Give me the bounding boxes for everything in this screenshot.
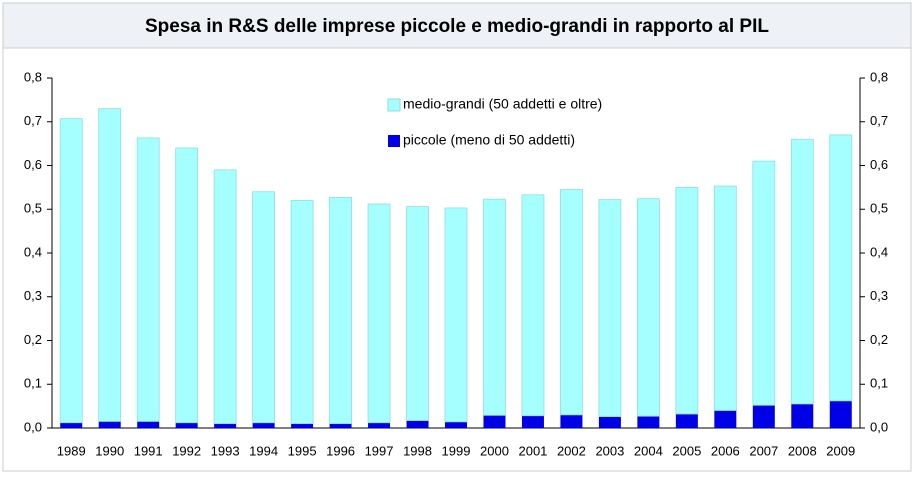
y2-tick-label: 0,5 <box>870 201 888 216</box>
x-tick-label: 1990 <box>95 443 124 458</box>
legend-label: medio-grandi (50 addetti e oltre) <box>403 96 602 112</box>
bar <box>252 191 276 424</box>
bar <box>598 199 622 418</box>
y2-tick-label: 0,3 <box>870 288 888 303</box>
x-tick-label: 2009 <box>826 443 855 458</box>
legend-label: piccole (meno di 50 addetti) <box>403 132 575 148</box>
bar <box>406 420 429 428</box>
x-tick-label: 1993 <box>211 443 240 458</box>
bar <box>791 403 814 428</box>
y2-tick-label: 0,4 <box>870 244 888 259</box>
x-tick-label: 2006 <box>711 443 740 458</box>
x-tick-label: 2001 <box>518 443 547 458</box>
y2-tick-label: 0,1 <box>870 376 888 391</box>
x-tick-label: 2008 <box>788 443 817 458</box>
x-tick-label: 1989 <box>57 443 86 458</box>
bar <box>59 118 83 424</box>
bar <box>483 198 506 416</box>
x-tick-label: 1996 <box>326 443 355 458</box>
title-band <box>2 2 912 49</box>
y-tick-label: 0,7 <box>24 113 42 128</box>
y-tick-label: 0,8 <box>24 69 42 84</box>
bar <box>60 422 83 428</box>
bar <box>598 416 621 428</box>
bar <box>829 400 852 428</box>
bar <box>445 421 467 428</box>
x-tick-label: 1991 <box>134 443 163 458</box>
bar <box>713 185 737 411</box>
y2-tick-label: 0,7 <box>870 113 888 128</box>
x-tick-label: 1998 <box>403 443 432 458</box>
y2-tick-label: 0,6 <box>870 157 888 172</box>
bar <box>329 197 352 425</box>
x-tick-label: 1992 <box>172 443 201 458</box>
y-tick-label: 0,1 <box>24 376 42 391</box>
bar <box>714 410 737 428</box>
y2-tick-label: 0,0 <box>870 419 888 434</box>
bar <box>291 423 314 428</box>
legend-swatch <box>388 135 400 147</box>
bar <box>521 194 545 417</box>
y-tick-label: 0,6 <box>24 157 42 172</box>
x-tick-label: 2004 <box>634 443 663 458</box>
bar <box>752 405 775 428</box>
y-tick-label: 0,2 <box>24 332 42 347</box>
bar <box>367 203 391 424</box>
x-tick-label: 2000 <box>480 443 509 458</box>
bar <box>368 422 391 428</box>
bar <box>213 169 237 425</box>
chart-title: Spesa in R&S delle imprese piccole e med… <box>145 16 769 37</box>
bar <box>560 189 583 416</box>
bar <box>752 160 776 406</box>
y-tick-label: 0,5 <box>24 201 42 216</box>
bar <box>290 200 314 425</box>
bar <box>675 186 699 415</box>
y2-tick-label: 0,8 <box>870 69 888 84</box>
x-tick-label: 2003 <box>595 443 624 458</box>
bar <box>483 415 506 428</box>
bar <box>175 422 198 428</box>
x-tick-label: 1995 <box>288 443 317 458</box>
bar <box>675 414 698 428</box>
bar <box>175 147 199 424</box>
bar <box>252 422 275 428</box>
bar <box>829 134 853 402</box>
bar <box>214 423 237 428</box>
y-tick-label: 0,4 <box>24 244 42 259</box>
x-tick-label: 1994 <box>249 443 278 458</box>
bar <box>136 137 160 422</box>
x-tick-label: 1997 <box>365 443 394 458</box>
x-tick-label: 2005 <box>672 443 701 458</box>
bar <box>560 414 583 428</box>
bar <box>637 416 660 428</box>
legend-swatch <box>387 98 401 112</box>
y-tick-label: 0,3 <box>24 288 42 303</box>
bar <box>790 138 814 405</box>
y-tick-label: 0,0 <box>24 419 42 434</box>
x-tick-label: 1999 <box>442 443 471 458</box>
bar <box>137 421 160 428</box>
x-tick-label: 2007 <box>749 443 778 458</box>
bar <box>636 198 660 417</box>
bar <box>98 108 122 422</box>
bar <box>521 415 544 428</box>
bar <box>98 421 121 428</box>
x-tick-label: 2002 <box>557 443 586 458</box>
bar <box>406 206 429 421</box>
y2-tick-label: 0,2 <box>870 332 888 347</box>
bar <box>329 423 352 428</box>
bar <box>444 207 468 423</box>
